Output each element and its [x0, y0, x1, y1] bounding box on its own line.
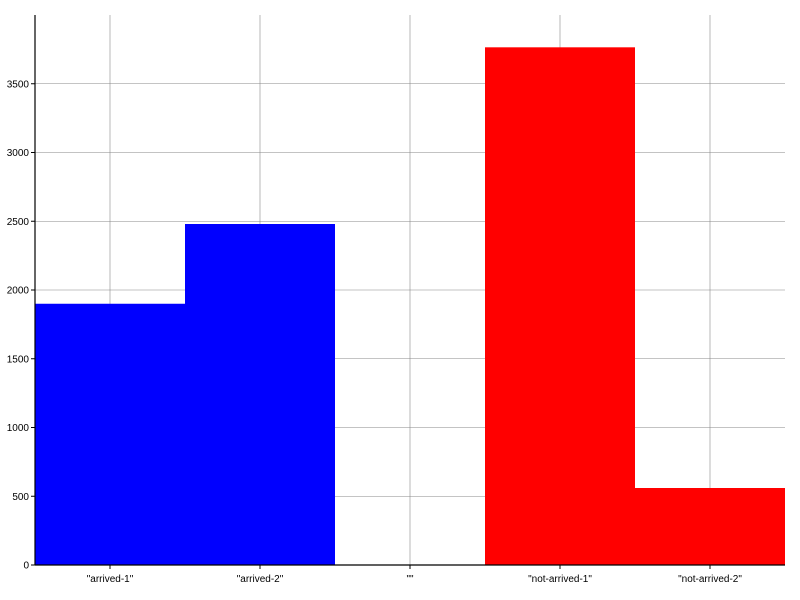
x-tick-labels: "arrived-1" "arrived-2" "" "not-arrived-1" "…: [87, 565, 742, 585]
y-tick-label: 500: [12, 492, 29, 503]
x-tick-label: "not-arrived-1": [528, 574, 592, 585]
x-tick-label: "arrived-2": [237, 574, 284, 585]
x-tick-label: "": [406, 574, 414, 585]
y-tick-label: 2000: [7, 286, 30, 297]
bars: [35, 47, 785, 565]
y-tick-label: 3000: [7, 148, 30, 159]
y-tick-label: 3500: [7, 79, 30, 90]
bar: [635, 488, 785, 565]
y-tick-labels: 0 500 1000 1500 2000 2500 3000 3500: [7, 79, 35, 572]
y-tick-label: 1000: [7, 423, 30, 434]
x-tick-label: "arrived-1": [87, 574, 134, 585]
x-tick-label: "not-arrived-2": [678, 574, 742, 585]
bar: [185, 224, 335, 565]
bar: [35, 303, 185, 565]
y-tick-label: 0: [23, 561, 29, 572]
y-tick-label: 2500: [7, 217, 30, 228]
y-tick-label: 1500: [7, 354, 30, 365]
bar: [485, 47, 635, 565]
